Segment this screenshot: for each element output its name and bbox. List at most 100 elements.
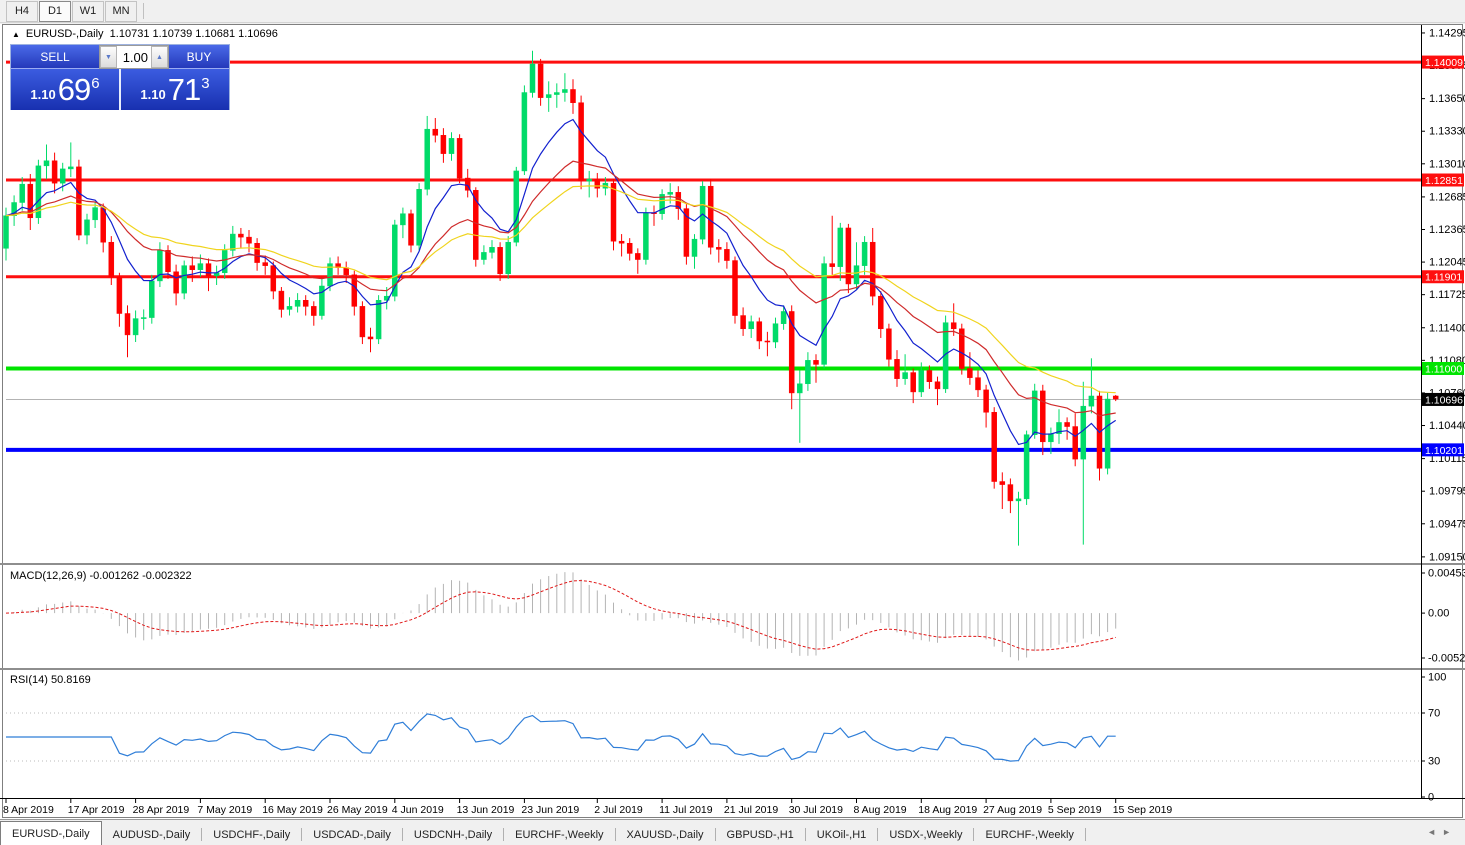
tab-usdcad-daily[interactable]: USDCAD-,Daily [313,828,391,841]
svg-text:27 Aug 2019: 27 Aug 2019 [983,804,1042,816]
moving-average-lines [5,118,1117,446]
sell-price-pip: 6 [91,75,100,92]
chart-ohlc-values: 1.10731 1.10739 1.10681 1.10696 [109,28,278,40]
svg-text:0.004536: 0.004536 [1428,568,1465,580]
svg-text:7 May 2019: 7 May 2019 [197,804,252,816]
tab-xauusd-daily[interactable]: XAUUSD-,Daily [626,828,704,841]
svg-text:5 Sep 2019: 5 Sep 2019 [1048,804,1102,816]
svg-text:1.09150: 1.09150 [1429,551,1465,563]
chart-window-border [2,24,1463,818]
tab-separator [973,828,975,841]
tab-ukoil-h1[interactable]: UKOil-,H1 [816,828,867,841]
volume-spinner: ▼ 1.00 ▲ [99,45,169,69]
svg-text:1.10696: 1.10696 [1425,394,1463,406]
tab-scroll-left-icon: ◄ [1427,827,1443,837]
sell-price-tile[interactable]: 1.10 69 6 [11,69,119,110]
svg-text:1.11901: 1.11901 [1425,272,1462,284]
svg-text:28 Apr 2019: 28 Apr 2019 [133,804,190,816]
price-chart-canvas[interactable]: 1.142951.139751.136501.133301.130101.126… [0,24,1465,819]
price-axis[interactable]: 1.142951.139751.136501.133301.130101.126… [1421,25,1465,804]
svg-text:1.09795: 1.09795 [1429,486,1465,498]
tab-separator [614,828,616,841]
svg-text:1.12685: 1.12685 [1429,191,1465,203]
sell-button[interactable]: SELL [11,45,99,69]
toolbar-separator [143,3,144,19]
svg-text:15 Sep 2019: 15 Sep 2019 [1113,804,1173,816]
buy-price-big: 71 [167,71,201,107]
tab-scroll-right-icon: ► [1442,827,1457,837]
timeframe-button-d1[interactable]: D1 [39,0,71,22]
buy-button[interactable]: BUY [169,45,229,69]
svg-text:0.00: 0.00 [1428,608,1449,620]
svg-text:1.13010: 1.13010 [1429,158,1465,170]
svg-text:1.13330: 1.13330 [1429,126,1465,138]
svg-text:16 May 2019: 16 May 2019 [262,804,323,816]
svg-text:1.10440: 1.10440 [1429,420,1465,432]
tab-audusd-daily[interactable]: AUDUSD-,Daily [112,828,191,841]
svg-text:2 Jul 2019: 2 Jul 2019 [594,804,643,816]
svg-text:30 Jul 2019: 30 Jul 2019 [789,804,843,816]
buy-price-pip: 3 [201,75,210,92]
tab-usdchf-daily[interactable]: USDCHF-,Daily [213,828,291,841]
support-resistance-lines[interactable] [6,60,1421,452]
svg-text:8 Apr 2019: 8 Apr 2019 [3,804,54,816]
rsi-line [6,713,1116,762]
sell-price-big: 69 [57,71,91,107]
buy-price-tile[interactable]: 1.10 71 3 [119,69,229,110]
svg-text:1.12365: 1.12365 [1429,224,1465,236]
svg-text:1.12045: 1.12045 [1429,257,1465,269]
svg-text:70: 70 [1428,708,1440,720]
timeframe-toolbar: H4 D1 W1 MN [0,0,1465,23]
tab-usdcnh-daily[interactable]: USDCNH-,Daily [413,828,493,841]
rsi-indicator-label: RSI(14) 50.8169 [10,674,91,686]
chart-title: ▲ EURUSD-,Daily 1.10731 1.10739 1.10681 1… [12,28,278,40]
tab-separator [503,828,505,841]
tab-gbpusd-h1[interactable]: GBPUSD-,H1 [726,828,794,841]
svg-text:1.10201: 1.10201 [1425,445,1463,457]
macd-signal-line [5,580,1116,651]
svg-text:13 Jun 2019: 13 Jun 2019 [457,804,515,816]
svg-text:4 Jun 2019: 4 Jun 2019 [392,804,444,816]
svg-text:1.09475: 1.09475 [1429,518,1465,530]
svg-text:26 May 2019: 26 May 2019 [327,804,388,816]
svg-text:1.14295: 1.14295 [1429,27,1465,39]
svg-text:1.14009: 1.14009 [1425,57,1463,69]
chart-symbol-label: EURUSD-,Daily [25,28,104,40]
svg-text:1.11000: 1.11000 [1425,363,1462,375]
svg-text:11 Jul 2019: 11 Jul 2019 [659,804,713,816]
tab-separator [1084,828,1086,841]
svg-text:1.12851: 1.12851 [1425,175,1463,187]
collapse-triangle-icon[interactable]: ▲ [12,30,20,39]
panel-splitter[interactable] [0,563,1465,565]
svg-text:1.11725: 1.11725 [1429,289,1465,301]
tab-eurusd-daily[interactable]: EURUSD-,Daily [0,821,102,845]
tab-eurchf-weekly[interactable]: EURCHF-,Weekly [515,828,604,841]
symbol-tab-bar: EURUSD-,Daily AUDUSD-,Daily USDCHF-,Dail… [0,819,1465,845]
svg-text:23 Jun 2019: 23 Jun 2019 [521,804,579,816]
panel-splitter[interactable] [0,668,1465,670]
tab-usdx-weekly[interactable]: USDX-,Weekly [889,828,963,841]
tab-eurchf-weekly-2[interactable]: EURCHF-,Weekly [985,828,1074,841]
tab-separator [401,828,403,841]
timeframe-button-h4[interactable]: H4 [6,0,38,22]
buy-price-prefix: 1.10 [140,87,166,102]
tab-separator [201,828,203,841]
svg-text:8 Aug 2019: 8 Aug 2019 [854,804,907,816]
volume-decrease-icon[interactable]: ▼ [100,46,117,68]
timeframe-button-w1[interactable]: W1 [72,0,104,22]
volume-input[interactable]: 1.00 [122,49,148,65]
svg-text:21 Jul 2019: 21 Jul 2019 [724,804,778,816]
tab-separator [301,828,303,841]
time-axis[interactable]: 8 Apr 2019 17 Apr 2019 28 Apr 2019 7 May 20… [3,798,1172,816]
svg-text:1.11400: 1.11400 [1429,322,1465,334]
one-click-trade-panel: SELL ▼ 1.00 ▲ BUY 1.10 69 6 1.10 71 3 [10,44,230,110]
volume-increase-icon[interactable]: ▲ [151,46,168,68]
svg-text:18 Aug 2019: 18 Aug 2019 [918,804,977,816]
svg-text:17 Apr 2019: 17 Apr 2019 [68,804,125,816]
timeframe-button-mn[interactable]: MN [105,0,137,22]
tab-scroll-arrows[interactable]: ◄► [1427,827,1457,837]
svg-text:-0.005205: -0.005205 [1428,653,1465,665]
tab-separator [877,828,879,841]
tab-separator [714,828,716,841]
